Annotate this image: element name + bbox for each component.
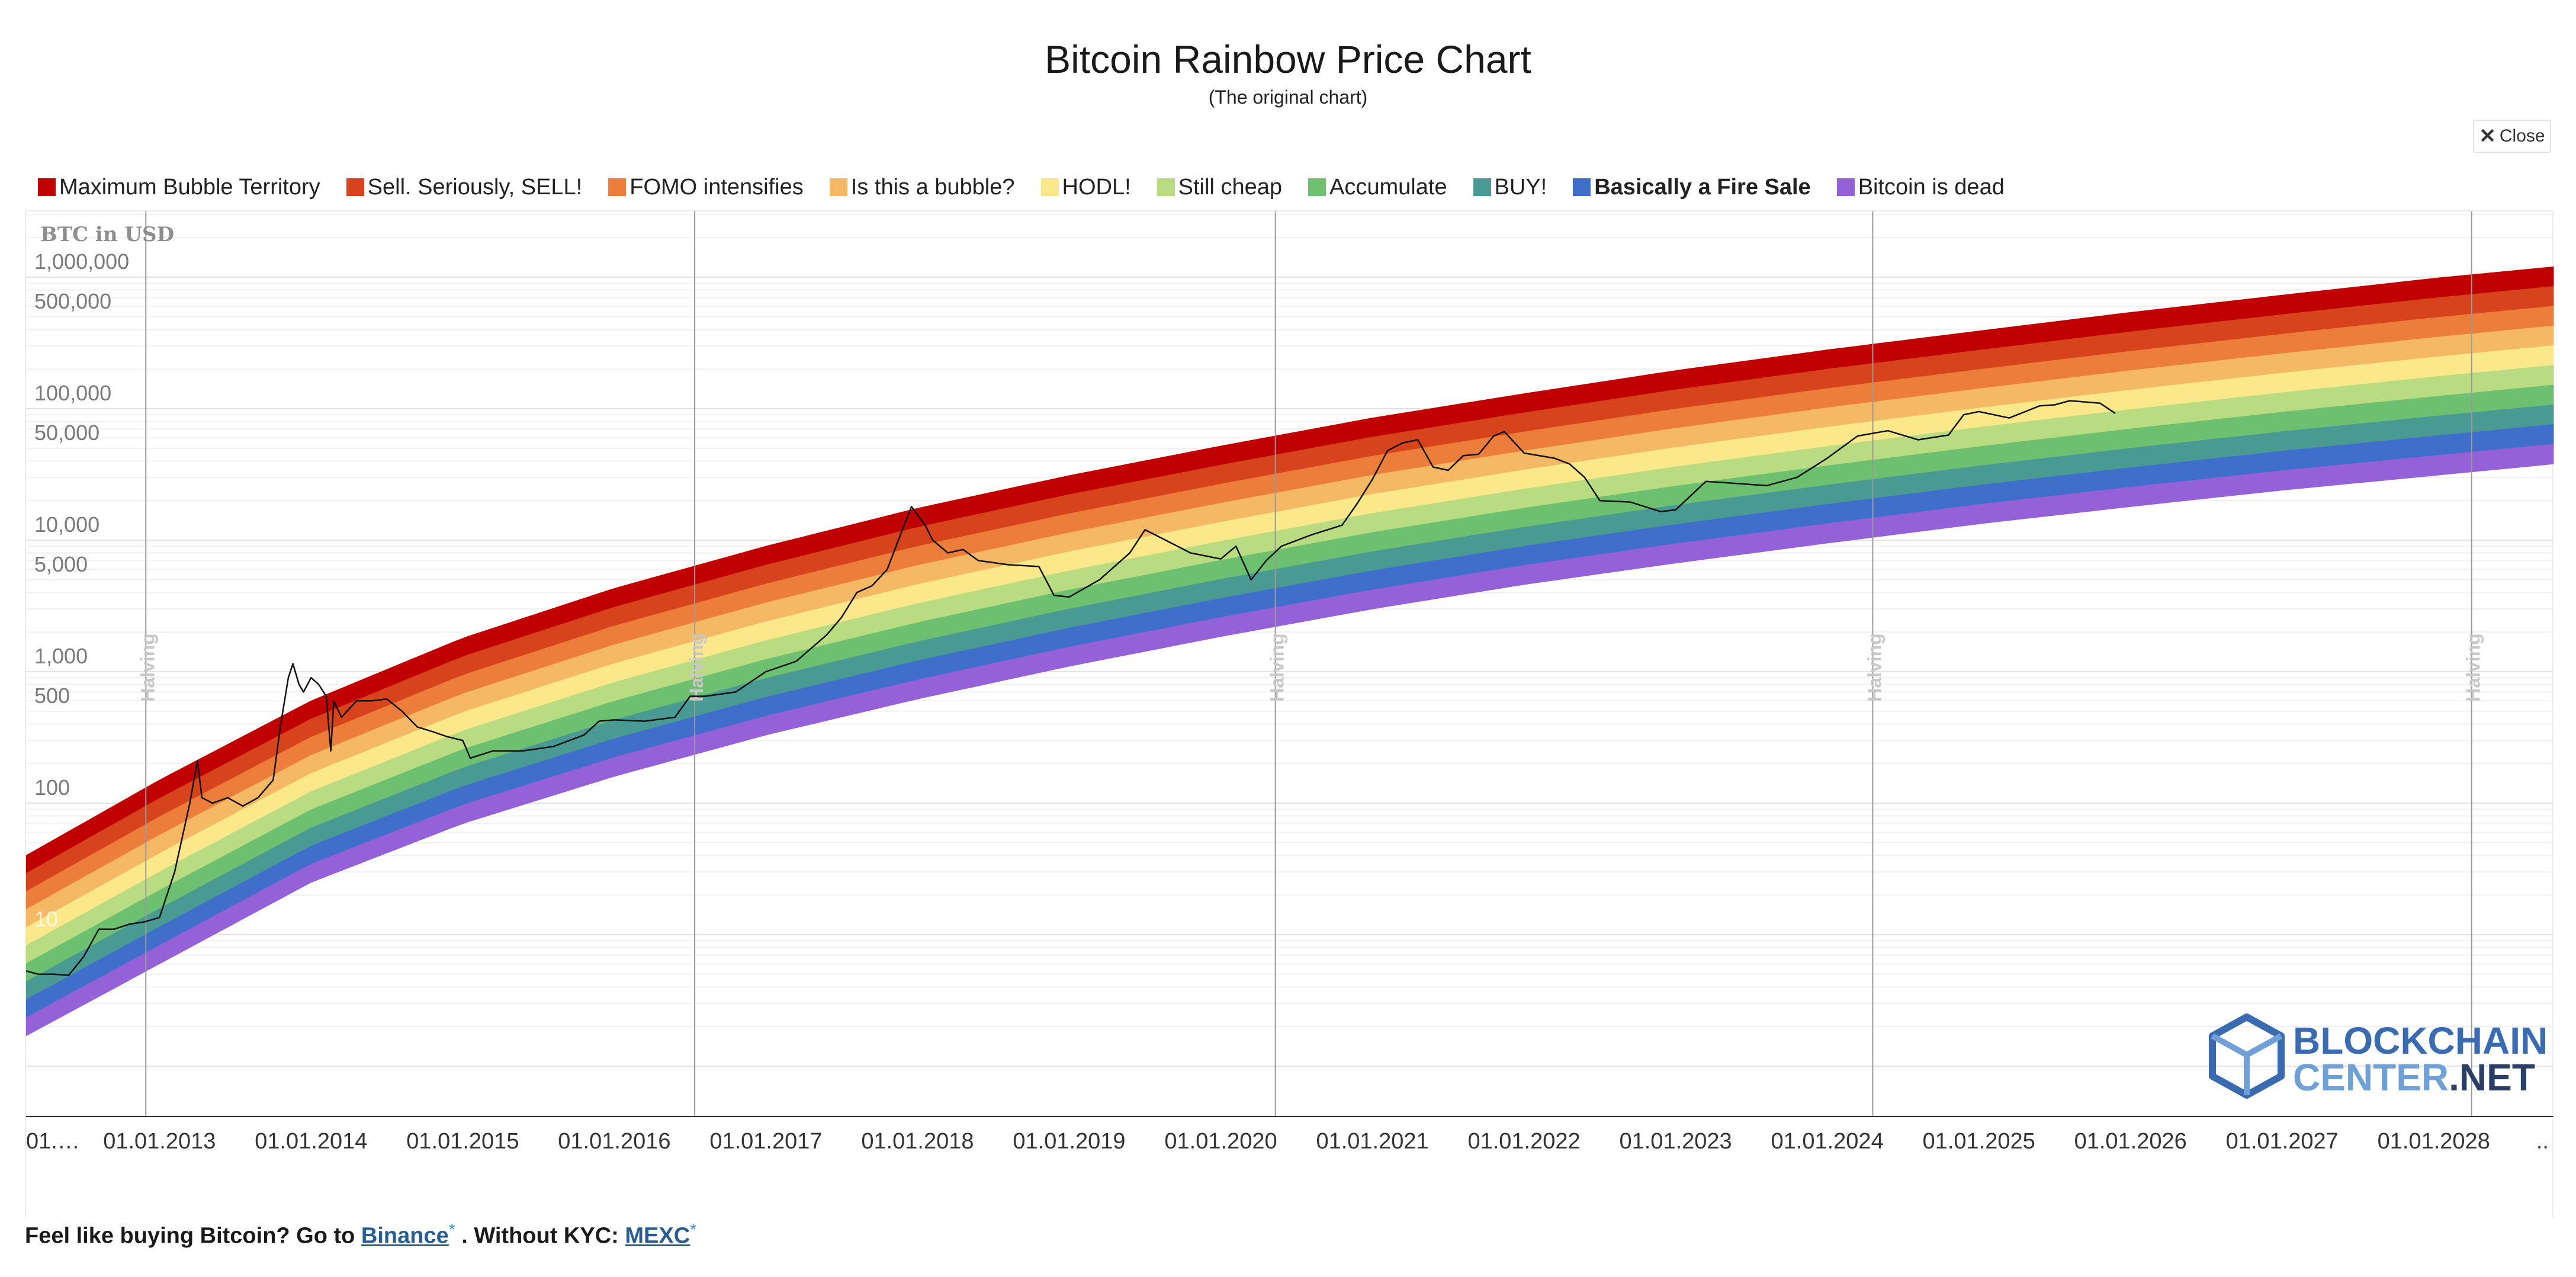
legend-label: HODL! <box>1062 174 1131 200</box>
x-tick-label: 01.01.2020 <box>1164 1129 1277 1154</box>
y-tick-label: 50,000 <box>34 421 99 445</box>
footer-lead-text: Feel like buying Bitcoin? Go to <box>25 1223 361 1249</box>
binance-link[interactable]: Binance <box>361 1223 449 1249</box>
close-button-label: Close <box>2499 126 2545 146</box>
legend-swatch <box>38 178 56 196</box>
close-button[interactable]: ✕ Close <box>2473 120 2551 153</box>
legend-swatch <box>1308 178 1326 196</box>
x-tick-label: 01.… <box>26 1129 80 1154</box>
y-tick-label: 10,000 <box>34 512 99 537</box>
legend-item[interactable]: Still cheap <box>1157 175 1282 200</box>
legend-swatch <box>829 178 847 196</box>
legend-label: Still cheap <box>1178 174 1282 200</box>
cube-logo-icon-inner <box>2211 1033 2283 1095</box>
y-tick-label: 10 <box>34 907 58 931</box>
close-icon: ✕ <box>2479 125 2496 147</box>
legend-label: FOMO intensifies <box>629 174 804 200</box>
legend-swatch <box>1573 178 1591 196</box>
y-tick-label: 5,000 <box>34 552 88 576</box>
legend-label: Is this a bubble? <box>850 174 1015 200</box>
halving-label: Halving <box>137 633 158 702</box>
x-tick-label: 01.01.2018 <box>861 1129 974 1154</box>
legend-swatch <box>1040 178 1059 196</box>
logo-text-line2: CENTER.NET <box>2293 1056 2535 1099</box>
legend-swatch <box>1157 178 1175 196</box>
legend-swatch <box>608 178 627 196</box>
x-tick-label: 01.01.2024 <box>1771 1129 1884 1154</box>
y-tick-label: 1,000 <box>34 644 88 668</box>
legend-item[interactable]: HODL! <box>1040 174 1131 200</box>
legend-item[interactable]: FOMO intensifies <box>608 175 804 200</box>
chart-area: Halving Halving Halving Halving Halving BTC i… <box>25 210 2554 1217</box>
halving-label: Halving <box>1864 633 1885 702</box>
y-tick-label: 100 <box>34 775 70 800</box>
chart-title: Bitcoin Rainbow Price Chart <box>1045 37 1531 81</box>
x-tick-label: 01.01.2021 <box>1316 1129 1428 1154</box>
legend-label: Sell. Seriously, SELL! <box>367 174 583 200</box>
x-tick-label: 01.01.2028 <box>2378 1129 2490 1154</box>
x-tick-label: 01.01.2025 <box>1923 1129 2035 1154</box>
x-tick-label: 01.01.2016 <box>558 1129 670 1154</box>
footer-promo: Feel like buying Bitcoin? Go to Binance*… <box>25 1220 696 1249</box>
footer-mid-text: . Without KYC: <box>455 1223 625 1249</box>
y-tick-label: 50 <box>34 815 58 839</box>
mexc-link[interactable]: MEXC <box>625 1223 690 1249</box>
x-tick-label: .. <box>2536 1129 2549 1154</box>
y-tick-label: 500 <box>34 684 70 708</box>
legend-swatch <box>346 178 364 196</box>
binance-link-marker: * <box>448 1220 455 1239</box>
logo-text-line1: BLOCKCHAIN <box>2293 1019 2548 1062</box>
legend-label: Bitcoin is dead <box>1858 174 2005 200</box>
x-tick-label: 01.01.2027 <box>2226 1129 2339 1154</box>
halving-label: Halving <box>1267 633 1288 702</box>
x-tick-label: 01.01.2019 <box>1013 1129 1125 1154</box>
legend-item[interactable]: BUY! <box>1473 175 1547 200</box>
legend-item[interactable]: Sell. Seriously, SELL! <box>346 174 583 200</box>
legend-swatch <box>1836 178 1855 196</box>
btc-price-line <box>26 400 2116 977</box>
x-tick-label: 01.01.2015 <box>406 1129 519 1154</box>
legend-label: Accumulate <box>1329 174 1447 200</box>
y-tick-label: 500,000 <box>34 289 111 313</box>
y-axis-title: BTC in USD <box>40 223 174 246</box>
legend: Maximum Bubble Territory Sell. Seriously,… <box>38 169 2031 205</box>
legend-item[interactable]: Maximum Bubble Territory <box>38 175 320 200</box>
mexc-link-marker: * <box>690 1220 697 1239</box>
chart-subtitle: (The original chart) <box>1208 86 1368 108</box>
legend-swatch <box>1473 178 1491 196</box>
halving-label: Halving <box>2463 633 2484 702</box>
x-tick-label: 01.01.2013 <box>103 1129 216 1154</box>
legend-label: Maximum Bubble Territory <box>59 174 320 200</box>
x-tick-label: 01.01.2026 <box>2074 1129 2187 1154</box>
legend-item[interactable]: Basically a Fire Sale <box>1573 174 1811 200</box>
y-tick-label: 1,000,000 <box>34 249 129 274</box>
rainbow-chart: Halving Halving Halving Halving Halving BTC i… <box>26 211 2554 1154</box>
band-bitcoin-is-dead <box>26 444 2554 1037</box>
legend-label: Basically a Fire Sale <box>1594 174 1811 200</box>
y-tick-label: 100,000 <box>34 381 111 405</box>
legend-item[interactable]: Accumulate <box>1308 175 1447 200</box>
x-tick-label: 01.01.2014 <box>255 1129 367 1154</box>
legend-item[interactable]: Bitcoin is dead <box>1836 174 2005 200</box>
x-tick-label: 01.01.2023 <box>1619 1129 1732 1154</box>
legend-item[interactable]: Is this a bubble? <box>829 174 1015 200</box>
halving-label: Halving <box>686 633 707 702</box>
x-tick-label: 01.01.2022 <box>1467 1129 1580 1154</box>
x-tick-label: 01.01.2017 <box>709 1129 822 1154</box>
legend-label: BUY! <box>1494 174 1547 200</box>
